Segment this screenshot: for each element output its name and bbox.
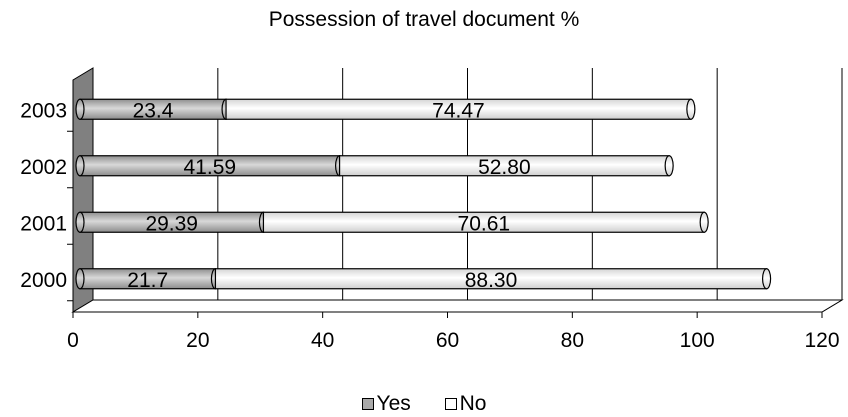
- legend-item-no: No: [444, 392, 487, 415]
- data-label: 74.47: [432, 99, 485, 122]
- data-label: 21.7: [127, 269, 168, 292]
- data-label: 88.30: [465, 269, 518, 292]
- data-label: 41.59: [184, 156, 237, 179]
- data-label: 29.39: [145, 212, 198, 235]
- bar-cap: [699, 211, 709, 233]
- x-tick-label: 80: [561, 329, 584, 352]
- y-tick-label: 2001: [20, 212, 67, 235]
- bar-cap: [75, 155, 85, 177]
- bar-cap: [686, 98, 696, 120]
- x-tick-label: 100: [680, 329, 715, 352]
- legend-swatch-no: [444, 398, 457, 410]
- legend-label-yes: Yes: [376, 392, 411, 415]
- bar-cap: [75, 98, 85, 120]
- bar-cap: [75, 211, 85, 233]
- data-label: 23.4: [133, 99, 174, 122]
- y-tick-label: 2003: [20, 99, 67, 122]
- legend-swatch-yes: [361, 398, 374, 410]
- legend-label-no: No: [459, 392, 487, 415]
- bar-cap: [761, 268, 772, 290]
- floor: [71, 299, 844, 313]
- data-label: 52.80: [478, 156, 531, 179]
- x-tick-label: 0: [67, 329, 79, 352]
- x-tick-label: 20: [186, 329, 209, 352]
- y-tick-label: 2002: [20, 156, 67, 179]
- bar-cap: [75, 268, 85, 290]
- y-tick-label: 2000: [20, 269, 67, 292]
- x-tick-label: 40: [311, 329, 334, 352]
- legend-item-yes: Yes: [361, 392, 411, 415]
- data-label: 70.61: [458, 212, 511, 235]
- legend: Yes No: [0, 393, 848, 415]
- chart-title: Possession of travel document %: [268, 8, 580, 31]
- bar-cap: [664, 155, 674, 177]
- x-tick-label: 60: [436, 329, 459, 352]
- x-tick-label: 120: [804, 329, 839, 352]
